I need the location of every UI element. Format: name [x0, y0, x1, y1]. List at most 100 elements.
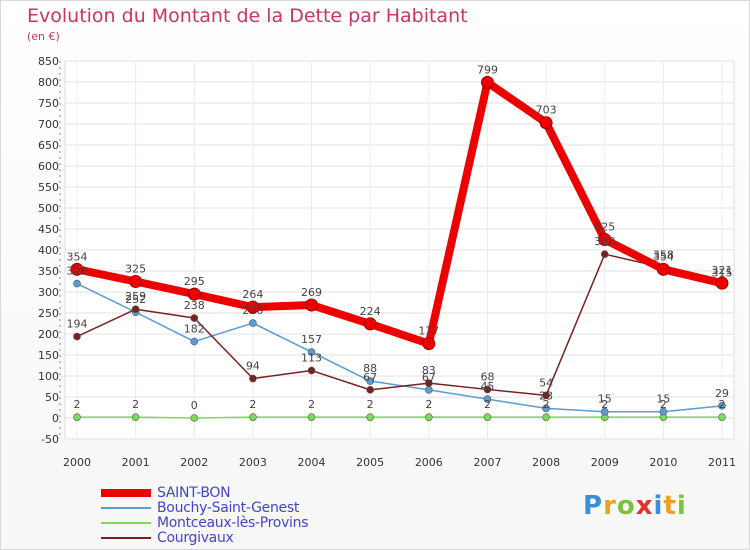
data-point [656, 262, 670, 276]
data-point [363, 317, 377, 331]
data-point [539, 116, 553, 130]
legend-swatch [101, 488, 151, 497]
legend-swatch [101, 506, 151, 509]
data-label: 23 [539, 389, 553, 402]
legend-label: Courgivaux [157, 529, 234, 546]
data-label: 224 [360, 305, 381, 318]
data-label: 2 [249, 398, 256, 411]
legend-item: SAINT-BON [101, 484, 308, 501]
series-line-1 [76, 282, 723, 413]
data-label: 354 [653, 250, 674, 263]
x-tick-label: 2006 [415, 456, 443, 469]
data-point [422, 337, 436, 351]
data-point [307, 366, 316, 375]
x-tick-label: 2009 [591, 456, 619, 469]
data-point [366, 377, 374, 385]
x-tick-label: 2004 [298, 456, 326, 469]
y-tick-label: 450 [38, 223, 59, 236]
x-tick-label: 2005 [356, 456, 384, 469]
data-point [246, 300, 260, 314]
data-label: 67 [422, 371, 436, 384]
data-point [480, 75, 494, 89]
data-point [73, 413, 81, 421]
data-label: 799 [477, 63, 498, 76]
data-point [542, 404, 550, 413]
data-point [73, 332, 81, 341]
data-label: 2 [425, 398, 432, 411]
data-label: 269 [301, 286, 322, 299]
data-point [249, 374, 257, 383]
data-label: 264 [242, 288, 263, 301]
x-tick-label: 2003 [239, 456, 267, 469]
legend-item: Montceaux-lès-Provins [101, 514, 309, 531]
data-label: 2 [660, 398, 667, 411]
legend-label: Montceaux-lès-Provins [157, 514, 309, 531]
data-point [190, 414, 199, 422]
data-point [600, 407, 609, 416]
data-label: 2 [132, 398, 139, 411]
data-point [366, 413, 374, 421]
data-label: 2 [74, 398, 81, 411]
data-point [659, 407, 668, 416]
legend-label: SAINT-BON [157, 484, 231, 501]
logo-letter: x [635, 491, 654, 521]
data-label: 177 [418, 325, 439, 338]
data-label: 354 [67, 250, 88, 263]
data-point [190, 337, 199, 346]
y-tick-label: 550 [38, 181, 59, 194]
y-tick-label: 700 [38, 118, 59, 131]
x-tick-label: 2008 [532, 456, 560, 469]
proxiti-logo: Proxiti [583, 491, 687, 521]
data-point [483, 413, 492, 421]
data-point [718, 413, 726, 421]
data-point [187, 287, 201, 301]
data-point [73, 279, 81, 288]
data-point [483, 385, 492, 394]
data-label: 0 [191, 399, 198, 412]
legend-item: Courgivaux [101, 529, 308, 546]
x-tick-label: 2007 [473, 456, 501, 469]
logo-letter: r [603, 491, 617, 521]
y-tick-label: 850 [38, 55, 59, 68]
data-point [598, 233, 612, 246]
data-label: 83 [422, 364, 436, 377]
data-label: 29 [715, 387, 729, 400]
legend-swatch [101, 521, 151, 524]
x-tick-label: 2002 [180, 456, 208, 469]
y-tick-label: 200 [38, 328, 59, 341]
data-point [131, 413, 140, 421]
data-label: 259 [125, 290, 146, 303]
data-point [600, 250, 609, 258]
y-tick-label: 400 [38, 244, 59, 257]
data-label: 2 [719, 398, 726, 411]
data-label: 321 [712, 264, 733, 277]
y-tick-label: 100 [38, 370, 59, 383]
x-tick-label: 2000 [63, 456, 91, 469]
y-tick-label: 750 [38, 97, 59, 110]
data-label: 325 [125, 263, 146, 276]
data-label: 15 [656, 393, 670, 406]
data-point [131, 305, 140, 314]
data-label: 390 [594, 235, 615, 248]
data-label: 425 [594, 221, 615, 234]
data-point [718, 402, 726, 410]
data-label: 54 [539, 376, 553, 389]
logo-letter: P [583, 491, 604, 521]
data-label: 2 [367, 398, 374, 411]
data-label: 2 [601, 398, 608, 411]
data-point [425, 379, 433, 387]
data-point [129, 275, 143, 288]
data-point [249, 319, 257, 327]
data-point [70, 262, 84, 276]
y-tick-label: 0 [52, 412, 59, 425]
data-label: 295 [184, 275, 205, 288]
logo-letter: o [616, 491, 636, 521]
data-label: 94 [246, 360, 260, 373]
data-point [190, 314, 199, 322]
data-label: 238 [184, 299, 205, 312]
data-label: 2 [308, 398, 315, 411]
data-label: 15 [598, 393, 612, 406]
chart-legend: SAINT-BON Bouchy-Saint-Genest Montceaux-lè… [101, 484, 309, 546]
series-line-0 [73, 78, 726, 348]
